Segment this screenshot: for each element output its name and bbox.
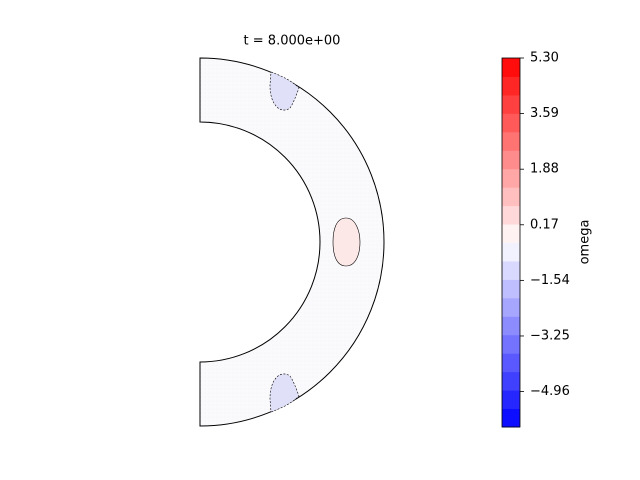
colorbar-band xyxy=(502,205,520,225)
colorbar-label: omega xyxy=(578,220,593,265)
colorbar-band xyxy=(502,334,520,354)
colorbar-band xyxy=(502,150,520,170)
annulus xyxy=(199,57,385,427)
colorbar-band xyxy=(502,58,520,77)
tick-label: −4.96 xyxy=(530,384,570,399)
colorbar-band xyxy=(502,131,520,151)
tick-label: 3.59 xyxy=(530,106,559,121)
colorbar-band xyxy=(502,76,520,96)
colorbar-band xyxy=(502,168,520,188)
colorbar-band xyxy=(502,408,520,428)
colorbar-band xyxy=(502,94,520,114)
colorbar-band xyxy=(502,113,520,133)
colorbar-band xyxy=(502,353,520,373)
tick-label: 5.30 xyxy=(530,51,559,66)
contour-positive xyxy=(332,217,361,267)
colorbar-band xyxy=(502,297,520,317)
colorbar-band xyxy=(502,390,520,410)
colorbar-band xyxy=(502,224,520,243)
tick-label: 1.88 xyxy=(530,162,559,177)
tick-label: −3.25 xyxy=(530,328,570,343)
colorbar-band xyxy=(502,187,520,207)
colorbar-frame xyxy=(501,57,521,428)
contour-negative xyxy=(269,71,300,111)
tick-label: 0.17 xyxy=(530,217,559,232)
chart-title: t = 8.000e+00 xyxy=(244,34,341,49)
colorbar-band xyxy=(502,371,520,391)
colorbar-band xyxy=(502,242,520,262)
contour-negative xyxy=(269,373,300,413)
colorbar-band xyxy=(502,260,520,280)
tick-label: −1.54 xyxy=(530,273,570,288)
colorbar-band xyxy=(502,279,520,299)
colorbar-band xyxy=(502,316,520,336)
